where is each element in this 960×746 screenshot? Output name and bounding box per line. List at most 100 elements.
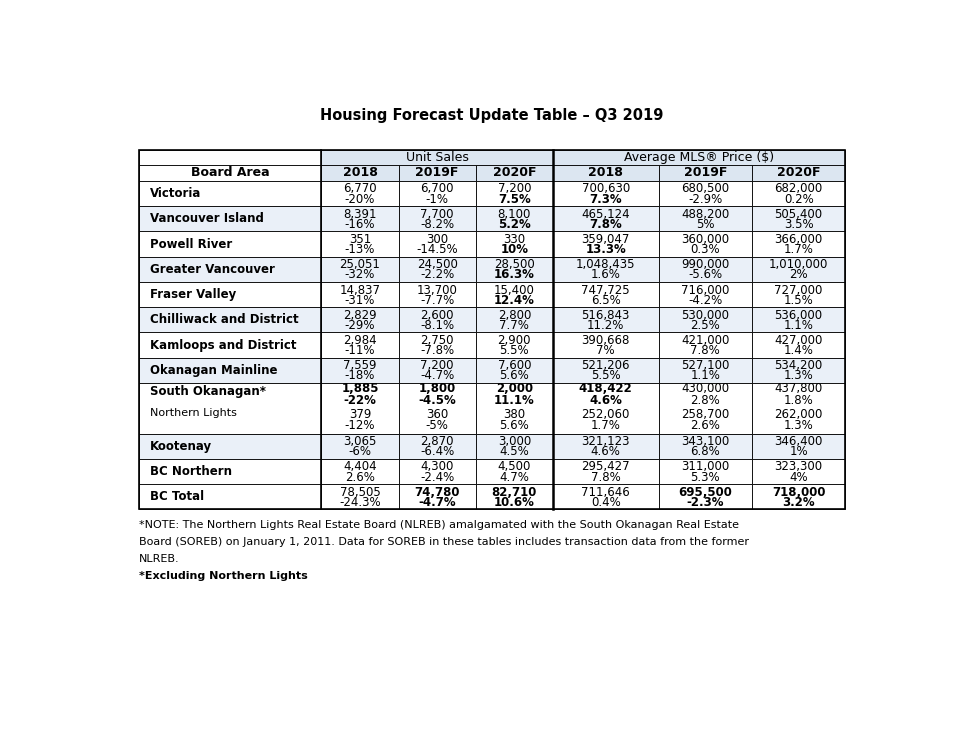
Text: 2,900: 2,900 bbox=[497, 334, 531, 347]
Text: -5.6%: -5.6% bbox=[688, 269, 722, 281]
Text: 534,200: 534,200 bbox=[775, 360, 823, 372]
Text: 1,885: 1,885 bbox=[341, 383, 379, 395]
Text: 343,100: 343,100 bbox=[682, 435, 730, 448]
Text: -4.7%: -4.7% bbox=[419, 496, 456, 509]
Bar bbox=[752, 282, 846, 307]
Text: 421,000: 421,000 bbox=[681, 334, 730, 347]
Text: -8.1%: -8.1% bbox=[420, 319, 454, 332]
Text: 6.8%: 6.8% bbox=[690, 445, 720, 458]
Text: 2018: 2018 bbox=[343, 166, 377, 179]
Bar bbox=[476, 206, 553, 231]
Bar bbox=[659, 433, 752, 459]
Text: 82,710: 82,710 bbox=[492, 486, 537, 499]
Text: 380: 380 bbox=[503, 407, 525, 421]
Text: Kamloops and District: Kamloops and District bbox=[150, 339, 296, 351]
Text: NLREB.: NLREB. bbox=[138, 554, 180, 564]
Bar bbox=[659, 333, 752, 358]
Text: -4.2%: -4.2% bbox=[688, 294, 722, 307]
Text: 0.4%: 0.4% bbox=[590, 496, 620, 509]
Text: 418,422: 418,422 bbox=[579, 383, 633, 395]
Bar bbox=[322, 307, 398, 333]
Bar bbox=[476, 231, 553, 257]
Text: 262,000: 262,000 bbox=[775, 407, 823, 421]
Text: 346,400: 346,400 bbox=[775, 435, 823, 448]
Text: 4,404: 4,404 bbox=[343, 460, 376, 474]
Text: 7,200: 7,200 bbox=[497, 183, 531, 195]
Text: 311,000: 311,000 bbox=[682, 460, 730, 474]
Bar bbox=[322, 206, 398, 231]
Bar bbox=[398, 433, 476, 459]
Bar bbox=[752, 459, 846, 484]
Text: South Okanagan*: South Okanagan* bbox=[150, 385, 266, 398]
Text: 5.5%: 5.5% bbox=[591, 369, 620, 383]
Text: -32%: -32% bbox=[345, 269, 375, 281]
Text: 2.5%: 2.5% bbox=[690, 319, 720, 332]
Bar bbox=[476, 383, 553, 433]
Bar bbox=[322, 433, 398, 459]
Text: 7,700: 7,700 bbox=[420, 207, 454, 221]
Bar bbox=[476, 282, 553, 307]
Text: 0.3%: 0.3% bbox=[690, 243, 720, 256]
Text: 359,047: 359,047 bbox=[582, 233, 630, 246]
Text: 747,725: 747,725 bbox=[582, 283, 630, 297]
Text: -13%: -13% bbox=[345, 243, 375, 256]
Text: Board Area: Board Area bbox=[191, 166, 270, 179]
Text: 7.8%: 7.8% bbox=[690, 344, 720, 357]
Text: 6.5%: 6.5% bbox=[590, 294, 620, 307]
Text: -16%: -16% bbox=[345, 218, 375, 231]
Text: 6,700: 6,700 bbox=[420, 183, 454, 195]
Text: 4%: 4% bbox=[789, 471, 808, 483]
Text: -24.3%: -24.3% bbox=[339, 496, 381, 509]
Bar bbox=[138, 206, 322, 231]
Text: 2,829: 2,829 bbox=[343, 309, 376, 322]
Bar bbox=[553, 307, 659, 333]
Text: 2018: 2018 bbox=[588, 166, 623, 179]
Text: 330: 330 bbox=[503, 233, 525, 246]
Text: -6%: -6% bbox=[348, 445, 372, 458]
Text: Housing Forecast Update Table – Q3 2019: Housing Forecast Update Table – Q3 2019 bbox=[321, 108, 663, 123]
Text: Victoria: Victoria bbox=[150, 187, 201, 200]
Bar bbox=[322, 181, 398, 206]
Bar bbox=[752, 257, 846, 282]
Text: 4,300: 4,300 bbox=[420, 460, 454, 474]
Text: 28,500: 28,500 bbox=[494, 258, 535, 272]
Bar bbox=[398, 165, 476, 181]
Bar bbox=[476, 333, 553, 358]
Bar bbox=[476, 484, 553, 510]
Text: 4.6%: 4.6% bbox=[589, 394, 622, 407]
Bar bbox=[322, 333, 398, 358]
Text: *NOTE: The Northern Lights Real Estate Board (NLREB) amalgamated with the South : *NOTE: The Northern Lights Real Estate B… bbox=[138, 520, 738, 530]
Text: 1.6%: 1.6% bbox=[590, 269, 621, 281]
Text: 521,206: 521,206 bbox=[582, 360, 630, 372]
Text: 5.6%: 5.6% bbox=[499, 419, 529, 432]
Text: 3.2%: 3.2% bbox=[782, 496, 815, 509]
Text: 7.3%: 7.3% bbox=[589, 192, 622, 206]
Text: Kootenay: Kootenay bbox=[150, 439, 212, 453]
Text: 527,100: 527,100 bbox=[681, 360, 730, 372]
Bar bbox=[138, 383, 322, 433]
Text: 14,837: 14,837 bbox=[340, 283, 380, 297]
Text: 1.1%: 1.1% bbox=[783, 319, 814, 332]
Bar bbox=[398, 358, 476, 383]
Bar bbox=[398, 484, 476, 510]
Bar bbox=[322, 150, 553, 165]
Text: 1.1%: 1.1% bbox=[690, 369, 720, 383]
Bar bbox=[398, 206, 476, 231]
Text: 5.3%: 5.3% bbox=[690, 471, 720, 483]
Text: Vancouver Island: Vancouver Island bbox=[150, 213, 263, 225]
Text: 505,400: 505,400 bbox=[775, 207, 823, 221]
Text: 2020F: 2020F bbox=[777, 166, 821, 179]
Bar bbox=[752, 433, 846, 459]
Bar bbox=[476, 358, 553, 383]
Bar bbox=[138, 307, 322, 333]
Text: 13.3%: 13.3% bbox=[586, 243, 626, 256]
Text: -22%: -22% bbox=[344, 394, 376, 407]
Text: -1%: -1% bbox=[425, 192, 448, 206]
Text: 488,200: 488,200 bbox=[682, 207, 730, 221]
Text: -11%: -11% bbox=[345, 344, 375, 357]
Text: 8,391: 8,391 bbox=[344, 207, 376, 221]
Bar bbox=[322, 459, 398, 484]
Bar bbox=[138, 282, 322, 307]
Bar bbox=[659, 282, 752, 307]
Bar bbox=[398, 282, 476, 307]
